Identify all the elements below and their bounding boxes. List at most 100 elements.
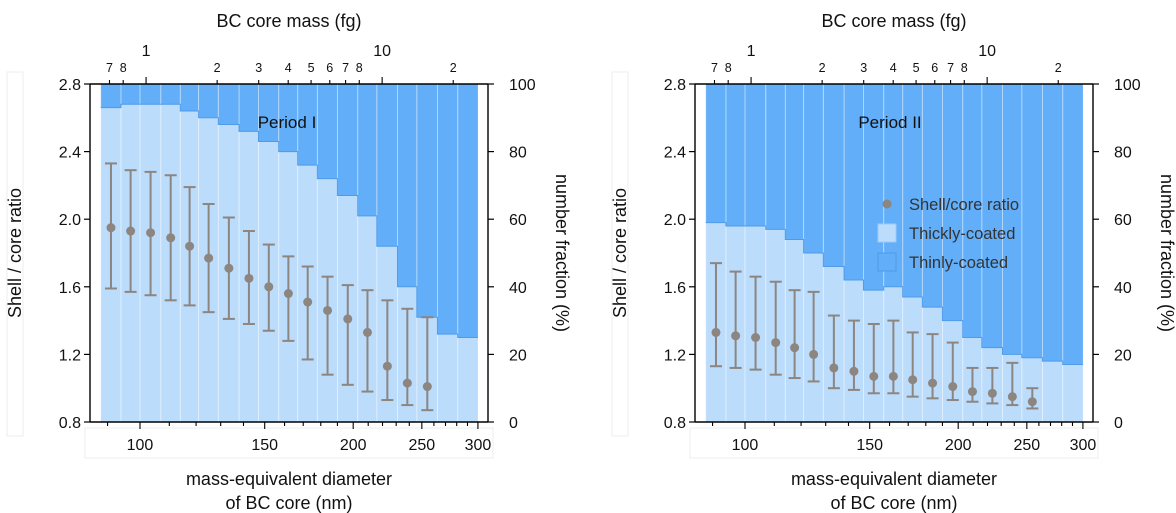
left-label-frame [6,71,24,437]
top-tick-label: 8 [120,61,127,75]
data-point-shell-core [362,327,372,337]
y-right-tick-label: 0 [1114,415,1123,432]
data-point-shell-core [343,314,353,324]
top-tick-label: 2 [450,61,457,75]
y-left-tick-label: 2.4 [59,145,81,162]
data-point-shell-core [244,273,254,283]
data-point-shell-core [711,327,721,337]
data-point-shell-core [731,331,741,341]
top-tick-label: 4 [285,61,292,75]
y-right-tick-label: 20 [1114,347,1132,364]
y-left-tick-label: 1.6 [59,280,81,297]
data-point-shell-core [869,371,879,381]
top-tick-label: 8 [356,61,363,75]
top-tick-label: 5 [913,61,920,75]
bar-thinly-coated [397,84,417,287]
bar-thinly-coated [765,84,786,230]
bar-thinly-coated [297,84,318,166]
bar-thickly-coated [1042,361,1063,422]
bar-thinly-coated [239,84,259,132]
y-right-tick-label: 40 [509,280,527,297]
x-tick-label: 250 [1013,437,1040,454]
legend-swatch-thick [877,223,897,243]
bar-thinly-coated [457,84,478,338]
bar-thinly-coated [198,84,219,118]
x-tick-label: 100 [732,437,759,454]
bar-thinly-coated [258,84,279,142]
y-left-tick-label: 2.8 [59,77,81,94]
y-left-tick-label: 0.8 [664,415,686,432]
x-axis-title: of BC core (nm) [830,493,957,513]
top-tick-label: 2 [819,61,826,75]
y-left-tick-label: 1.2 [664,347,686,364]
bar-thickly-coated [1062,364,1083,422]
data-point-shell-core [948,382,958,392]
data-point-shell-core [126,226,136,236]
bottom-tick-frame [84,427,494,459]
data-point-shell-core [185,241,195,251]
bar-thinly-coated [160,84,181,105]
x-axis-title: of BC core (nm) [225,493,352,513]
data-point-shell-core [809,349,819,359]
y-right-tick-label: 60 [1114,212,1132,229]
top-tick-label: 1 [142,43,151,60]
data-point-shell-core [106,223,116,233]
bar-thinly-coated [1002,84,1022,355]
data-point-shell-core [1027,397,1037,407]
legend-label: Thinly-coated [909,254,1008,272]
bar-thinly-coated [218,84,240,125]
data-point-shell-core [751,333,761,342]
top-tick-label: 6 [326,61,333,75]
data-point-shell-core [402,378,412,388]
y-left-tick-label: 2.0 [664,212,686,229]
top-tick-label: 10 [978,43,996,60]
x-tick-label: 300 [465,437,492,454]
bar-thinly-coated [981,84,1003,348]
top-tick-label: 7 [711,61,718,75]
bar-thinly-coated [278,84,298,152]
top-tick-label: 8 [725,61,732,75]
legend-swatch-thin [877,252,897,272]
top-tick-label: 3 [860,61,867,75]
bar-thinly-coated [823,84,845,267]
top-axis-title: BC core mass (fg) [216,11,361,31]
top-tick-label: 7 [106,61,113,75]
y-left-tick-label: 2.0 [59,212,81,229]
y-left-tick-label: 2.4 [664,145,686,162]
thick-coated-envelope [100,103,478,338]
y-left-tick-label: 1.6 [664,280,686,297]
top-tick-label: 1 [747,43,756,60]
data-point-shell-core [790,343,800,353]
y-right-tick-label: 80 [509,145,527,162]
bar-thickly-coated [457,337,478,422]
bar-thinly-coated [337,84,358,196]
x-tick-label: 250 [408,437,435,454]
top-tick-label: 10 [373,43,391,60]
top-tick-label: 7 [947,61,954,75]
chart-panel-period-2: 0.8 1.2 1.6 2.0 2.4 2.8 0 20 40 60 80 100 100 150 200 2… [610,11,1176,513]
data-point-shell-core [888,371,898,381]
bar-thinly-coated [1021,84,1043,358]
legend-label: Shell/core ratio [909,196,1019,214]
x-axis-title: mass-equivalent diameter [186,469,392,489]
y-left-axis-title: Shell / core ratio [5,188,25,318]
legend-marker-shell-core [882,199,892,209]
period-label: Period I [258,113,317,132]
data-point-shell-core [382,361,392,371]
data-point-shell-core [264,282,274,292]
data-point-shell-core [967,387,977,397]
y-right-tick-label: 0 [509,415,518,432]
y-left-tick-label: 2.8 [664,77,686,94]
bar-thinly-coated [100,84,121,108]
bar-thinly-coated [725,84,745,226]
data-point-shell-core [1007,392,1017,402]
top-tick-label: 6 [931,61,938,75]
x-tick-label: 150 [856,437,883,454]
bar-thickly-coated [437,334,458,422]
data-point-shell-core [283,289,293,299]
data-point-shell-core [771,338,781,348]
chart-panel-period-1: 0.8 1.2 1.6 2.0 2.4 2.8 0 20 40 60 80 100 100 150 200 2… [5,11,572,513]
bar-thinly-coated [942,84,963,321]
x-axis-title: mass-equivalent diameter [791,469,997,489]
